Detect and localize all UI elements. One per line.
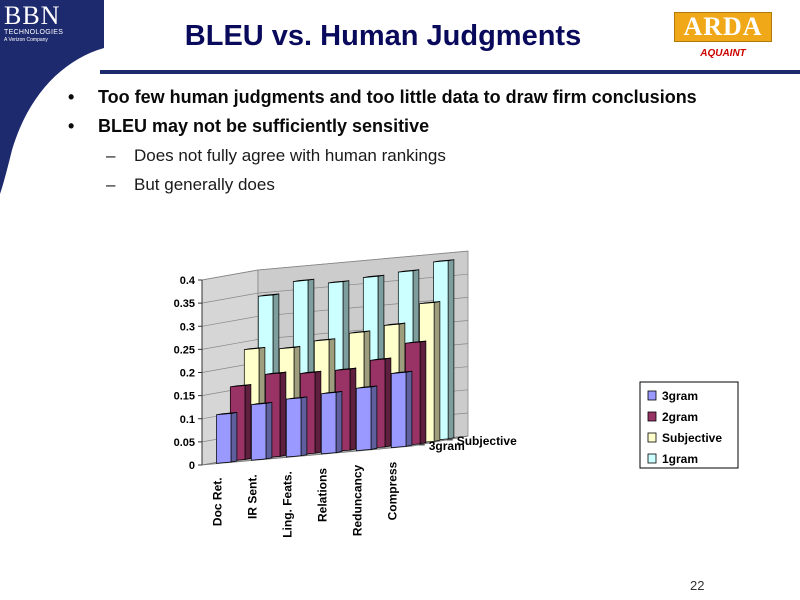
bar-side bbox=[335, 390, 343, 454]
bullet-dot: • bbox=[68, 87, 75, 107]
bar-side bbox=[300, 396, 308, 457]
bullet-list: • Too few human judgments and too little… bbox=[68, 86, 708, 202]
legend-label: 1gram bbox=[662, 452, 698, 466]
chart-legend: 3gram 2gram Subjective 1gram bbox=[639, 381, 739, 469]
legend-swatch bbox=[647, 453, 657, 464]
y-tick-label: 0.4 bbox=[180, 275, 196, 287]
legend-label: Subjective bbox=[662, 431, 722, 445]
sub-bullet-dash: – bbox=[106, 146, 116, 165]
bar-chart: 0 0.05 0.1 0.15 0.2 0.25 0.3 0.35 0.4 Doc Ret. IR … bbox=[174, 250, 739, 538]
bar-side bbox=[370, 385, 378, 450]
bullet-dot: • bbox=[68, 116, 75, 136]
corner-swoosh bbox=[0, 0, 104, 194]
legend-swatch bbox=[647, 390, 657, 401]
legend-swatch bbox=[647, 411, 657, 422]
x-tick-label: Compress bbox=[385, 461, 399, 520]
x-tick-label: Relations bbox=[315, 468, 329, 522]
sub-bullet-item: – But generally does bbox=[68, 173, 708, 196]
x-tick-label: Reduncancy bbox=[351, 464, 365, 536]
page-title: BLEU vs. Human Judgments bbox=[184, 20, 582, 52]
depth-label: 3gram bbox=[429, 439, 465, 453]
bbn-logo-letters: BBN bbox=[4, 1, 61, 30]
bar-front bbox=[320, 392, 337, 455]
bar-side bbox=[279, 371, 287, 457]
arda-logo: ARDA AQUAINT bbox=[674, 12, 772, 59]
y-tick-label: 0.35 bbox=[174, 298, 195, 310]
bar-side bbox=[405, 370, 413, 447]
title-divider bbox=[100, 70, 800, 74]
bar-2gram-3 bbox=[334, 367, 357, 452]
bar-side bbox=[447, 259, 455, 440]
page-number: 22 bbox=[690, 578, 705, 593]
bar-side bbox=[265, 401, 273, 460]
legend-label: 3gram bbox=[662, 389, 698, 403]
arda-logo-text: ARDA bbox=[683, 12, 763, 41]
corner-swoosh-shape bbox=[0, 0, 104, 194]
bar-3gram-0 bbox=[216, 411, 238, 464]
sub-bullet-text: Does not fully agree with human rankings bbox=[134, 146, 446, 165]
bar-3gram-3 bbox=[320, 390, 343, 455]
arda-logo-box: ARDA bbox=[674, 12, 772, 42]
gridline bbox=[201, 250, 469, 281]
bullet-text: BLEU may not be sufficiently sensitive bbox=[98, 116, 430, 136]
y-tick-label: 0 bbox=[189, 460, 195, 472]
sub-bullet-item: – Does not fully agree with human rankin… bbox=[68, 144, 708, 167]
bullet-item: • Too few human judgments and too little… bbox=[68, 86, 708, 109]
bar-3gram-1 bbox=[251, 401, 273, 461]
bar-side bbox=[419, 340, 427, 445]
x-axis-labels: Doc Ret. IR Sent. Ling. Feats. Relations Red… bbox=[211, 461, 400, 537]
x-tick-label: Ling. Feats. bbox=[281, 471, 295, 538]
y-tick-label: 0.3 bbox=[180, 321, 195, 333]
y-tick-label: 0.2 bbox=[180, 368, 195, 380]
legend-swatch bbox=[647, 432, 657, 443]
bar-front bbox=[216, 413, 232, 464]
bar-side bbox=[384, 357, 392, 448]
bbn-logo: BBN TECHNOLOGIES A Verizon Company bbox=[4, 1, 76, 44]
bullet-text: Too few human judgments and too little d… bbox=[98, 87, 697, 107]
x-tick-label: Doc Ret. bbox=[211, 477, 225, 526]
bullet-item: • BLEU may not be sufficiently sensitive bbox=[68, 115, 708, 138]
bar-side bbox=[433, 301, 441, 442]
bar-side bbox=[230, 411, 238, 463]
depth-label: Subjective bbox=[457, 434, 517, 448]
y-tick-label: 0.15 bbox=[174, 391, 195, 403]
bar-3gram-2 bbox=[285, 396, 308, 458]
bar-side bbox=[244, 384, 252, 460]
bar-3gram-5 bbox=[390, 370, 413, 448]
bar-front bbox=[355, 386, 372, 452]
bbn-logo-subtitle: TECHNOLOGIES bbox=[4, 29, 64, 36]
chart-bars bbox=[216, 259, 455, 464]
sub-bullet-dash: – bbox=[106, 175, 116, 194]
bar-side bbox=[349, 367, 357, 451]
y-tick-label: 0.05 bbox=[174, 437, 195, 449]
bar-front bbox=[285, 397, 302, 458]
legend-label: 2gram bbox=[662, 410, 698, 424]
bar-front bbox=[390, 371, 407, 448]
y-tick-label: 0.1 bbox=[180, 414, 195, 426]
y-axis: 0 0.05 0.1 0.15 0.2 0.25 0.3 0.35 0.4 bbox=[174, 275, 203, 472]
aquaint-label: AQUAINT bbox=[700, 48, 746, 59]
bar-front bbox=[251, 403, 267, 461]
bar-side bbox=[314, 370, 322, 454]
sub-bullet-text: But generally does bbox=[134, 175, 275, 194]
x-tick-label: IR Sent. bbox=[245, 474, 259, 519]
bar-3gram-4 bbox=[355, 385, 378, 452]
bbn-logo-tagline: A Verizon Company bbox=[4, 37, 48, 43]
y-tick-label: 0.25 bbox=[174, 344, 195, 356]
